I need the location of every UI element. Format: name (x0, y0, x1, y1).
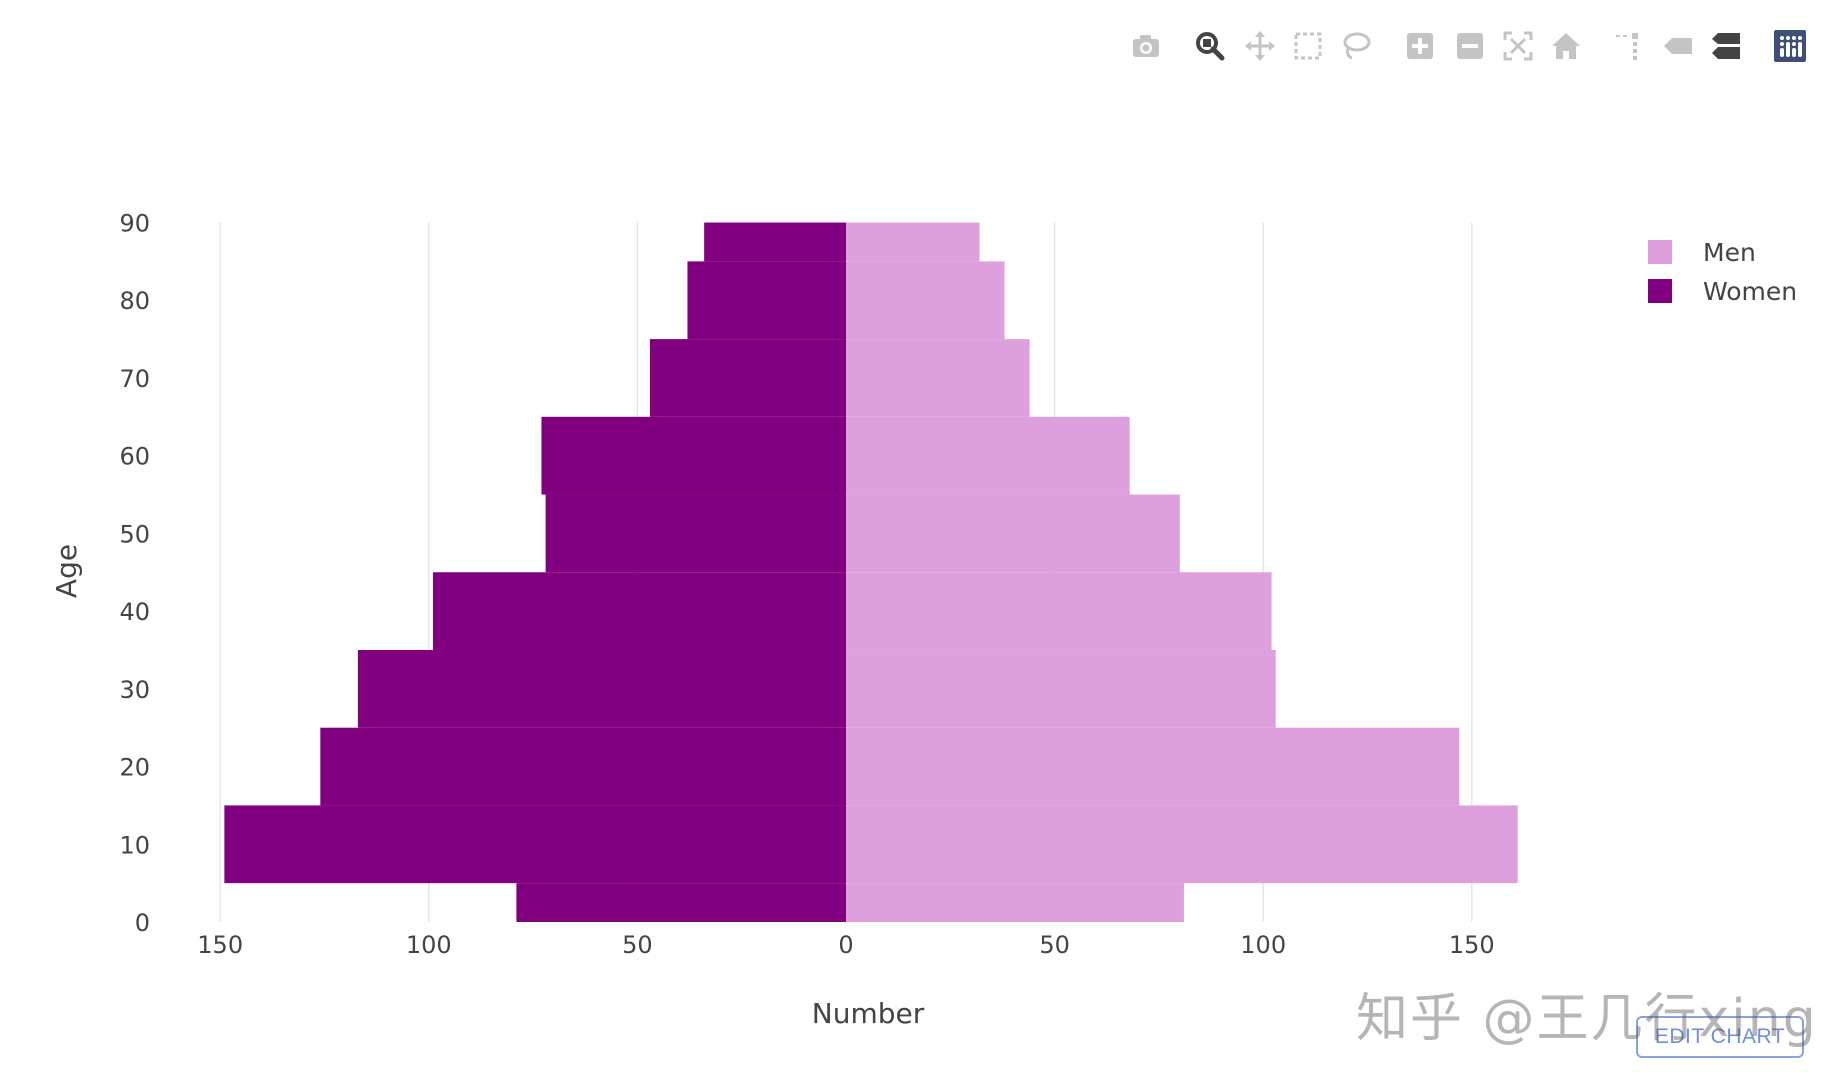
legend-swatch (1648, 240, 1672, 264)
y-tick-label: 20 (119, 754, 150, 782)
bar-men[interactable] (846, 649, 1276, 728)
zoom-in-button[interactable] (1400, 24, 1440, 68)
camera-icon (1133, 35, 1159, 57)
bar-women[interactable] (687, 261, 846, 340)
x-tick-label: 50 (1039, 931, 1070, 959)
x-tick-label: 100 (406, 931, 452, 959)
box-select-button[interactable] (1288, 24, 1328, 68)
x-tick-label: 0 (838, 931, 853, 959)
bar-men[interactable] (846, 572, 1272, 650)
legend-item-women[interactable]: Women (1648, 277, 1797, 306)
x-tick-label: 150 (197, 931, 243, 959)
y-tick-label: 30 (119, 676, 150, 704)
legend-label: Women (1703, 277, 1797, 306)
y-axis-ticks: 0 10 20 30 40 50 60 70 80 90 (119, 210, 150, 937)
hover-compare-button[interactable] (1706, 24, 1746, 68)
spike-lines-icon (1616, 33, 1638, 60)
plotly-logo-icon (1774, 30, 1806, 62)
legend-item-men[interactable]: Men (1648, 238, 1756, 267)
watermark: 知乎 @王几行xing (1356, 989, 1818, 1049)
legend-label: Men (1703, 238, 1756, 267)
bar-men[interactable] (846, 261, 1005, 340)
legend: Men Women (1648, 238, 1797, 306)
bar-men[interactable] (846, 222, 980, 262)
y-tick-label: 0 (135, 909, 150, 937)
y-tick-label: 80 (119, 287, 150, 315)
hover-closest-button[interactable] (1658, 24, 1698, 68)
x-tick-label: 50 (622, 931, 653, 959)
bar-men[interactable] (846, 727, 1460, 806)
bar-women[interactable] (516, 883, 846, 922)
y-tick-label: 70 (119, 365, 150, 393)
y-tick-label: 90 (119, 210, 150, 238)
bar-women[interactable] (320, 727, 846, 806)
bar-men[interactable] (846, 805, 1518, 884)
zoom-out-icon (1457, 33, 1483, 59)
zoom-button[interactable] (1190, 24, 1230, 68)
bars (224, 222, 1518, 922)
y-tick-label: 60 (119, 443, 150, 471)
x-axis-title: Number (812, 997, 925, 1030)
bar-women[interactable] (432, 572, 846, 650)
plotly-logo-button[interactable] (1770, 24, 1810, 68)
bar-women[interactable] (357, 649, 846, 728)
edit-chart-button[interactable]: EDIT CHART (1636, 1016, 1804, 1058)
zoom-in-icon (1407, 33, 1433, 59)
pan-icon (1245, 31, 1275, 61)
bar-women[interactable] (704, 222, 846, 262)
reset-axes-icon (1552, 33, 1580, 59)
bar-women[interactable] (224, 805, 846, 884)
reset-axes-button[interactable] (1546, 24, 1586, 68)
zoom-out-button[interactable] (1450, 24, 1490, 68)
bar-men[interactable] (846, 339, 1030, 417)
lasso-select-icon (1343, 32, 1371, 60)
bar-men[interactable] (846, 494, 1180, 573)
lasso-select-button[interactable] (1336, 24, 1376, 68)
x-tick-label: 100 (1240, 931, 1286, 959)
x-axis-ticks: 150 100 50 0 50 100 150 (197, 931, 1494, 959)
hover-closest-icon (1664, 38, 1692, 54)
y-tick-label: 40 (119, 598, 150, 626)
bar-men[interactable] (846, 883, 1184, 922)
camera-button[interactable] (1126, 24, 1166, 68)
bar-men[interactable] (846, 416, 1130, 495)
modebar (0, 24, 1834, 72)
hover-compare-icon (1712, 33, 1740, 59)
autoscale-button[interactable] (1498, 24, 1538, 68)
bar-women[interactable] (541, 416, 846, 495)
spike-lines-button[interactable] (1608, 24, 1648, 68)
y-axis-title: Age (50, 544, 83, 598)
y-tick-label: 10 (119, 831, 150, 859)
y-tick-label: 50 (119, 520, 150, 548)
box-select-icon (1294, 32, 1322, 60)
autoscale-icon (1503, 31, 1533, 61)
bar-women[interactable] (649, 339, 846, 417)
bar-women[interactable] (545, 494, 846, 573)
zoom-icon (1196, 32, 1225, 61)
legend-swatch (1648, 279, 1672, 303)
pan-button[interactable] (1240, 24, 1280, 68)
x-tick-label: 150 (1449, 931, 1495, 959)
